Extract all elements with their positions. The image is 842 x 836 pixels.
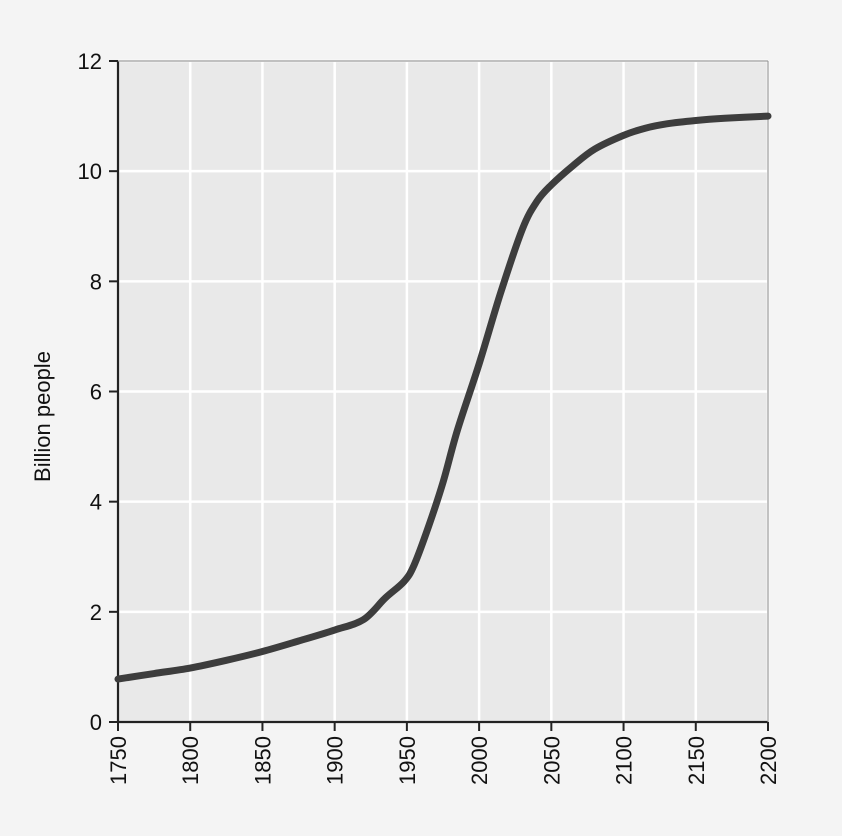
population-line: [114, 112, 772, 683]
x-tick-label: 2000: [467, 736, 492, 785]
axes: [109, 60, 769, 731]
y-tick-label: 4: [90, 490, 102, 515]
y-tick-label: 10: [78, 159, 102, 184]
y-tick-label: 2: [90, 600, 102, 625]
x-tick-label: 1950: [395, 736, 420, 785]
tick-labels: 1750 1800 1850 1900 1950 2000 2050 2100 2150 2200…: [78, 49, 781, 785]
x-tick-label: 2050: [539, 736, 564, 785]
y-tick-label: 12: [78, 49, 102, 74]
y-tick-label: 8: [90, 269, 102, 294]
y-tick-label: 6: [90, 380, 102, 405]
x-tick-label: 2150: [684, 736, 709, 785]
x-tick-label: 1800: [178, 736, 203, 785]
y-axis-title: Billion people: [30, 351, 55, 482]
y-tick-label: 0: [90, 710, 102, 735]
x-tick-label: 2100: [612, 736, 637, 785]
x-tick-label: 1900: [323, 736, 348, 785]
x-tick-label: 2200: [756, 736, 781, 785]
x-tick-label: 1750: [106, 736, 131, 785]
x-tick-label: 1850: [250, 736, 275, 785]
